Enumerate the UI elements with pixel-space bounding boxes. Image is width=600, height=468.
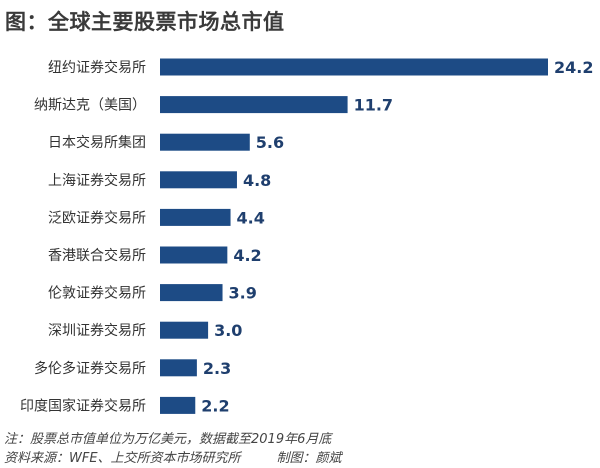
value-label: 2.3 bbox=[203, 359, 231, 378]
category-label: 日本交易所集团 bbox=[48, 134, 146, 151]
bar bbox=[160, 246, 228, 264]
category-label: 泛欧证券交易所 bbox=[48, 209, 146, 226]
chart-source: 资料来源：WFE、上交所资本市场研究所 制图：颜斌 bbox=[4, 447, 342, 466]
value-label: 5.6 bbox=[256, 133, 284, 152]
category-label: 上海证券交易所 bbox=[48, 172, 146, 189]
author-text: 制图：颜斌 bbox=[276, 451, 342, 466]
category-label: 香港联合交易所 bbox=[48, 247, 146, 264]
bar bbox=[160, 58, 548, 76]
bar bbox=[160, 359, 197, 377]
bar bbox=[160, 284, 223, 302]
value-label: 4.4 bbox=[237, 208, 265, 227]
category-label: 印度国家证券交易所 bbox=[20, 397, 146, 414]
value-label: 3.9 bbox=[229, 284, 257, 303]
category-label: 伦敦证券交易所 bbox=[48, 285, 146, 302]
source-text: 资料来源：WFE、上交所资本市场研究所 bbox=[4, 451, 241, 466]
category-label: 纽约证券交易所 bbox=[48, 59, 146, 76]
value-label: 4.8 bbox=[243, 171, 271, 190]
bar bbox=[160, 133, 250, 151]
value-label: 3.0 bbox=[214, 321, 242, 340]
bar bbox=[160, 96, 348, 114]
value-label: 24.2 bbox=[554, 58, 593, 77]
value-label: 4.2 bbox=[233, 246, 261, 265]
chart-note: 注：股票总市值单位为万亿美元，数据截至2019年6月底 bbox=[4, 432, 332, 447]
category-label: 多伦多证券交易所 bbox=[34, 360, 146, 377]
category-label: 纳斯达克（美国） bbox=[34, 98, 146, 114]
bar bbox=[160, 396, 196, 414]
value-label: 2.2 bbox=[201, 396, 229, 415]
value-label: 11.7 bbox=[354, 96, 393, 115]
bar bbox=[160, 321, 209, 339]
chart-title: 图：全球主要股票市场总市值 bbox=[5, 10, 285, 34]
bar bbox=[160, 208, 231, 226]
category-label: 深圳证券交易所 bbox=[48, 322, 146, 339]
bar bbox=[160, 171, 237, 189]
